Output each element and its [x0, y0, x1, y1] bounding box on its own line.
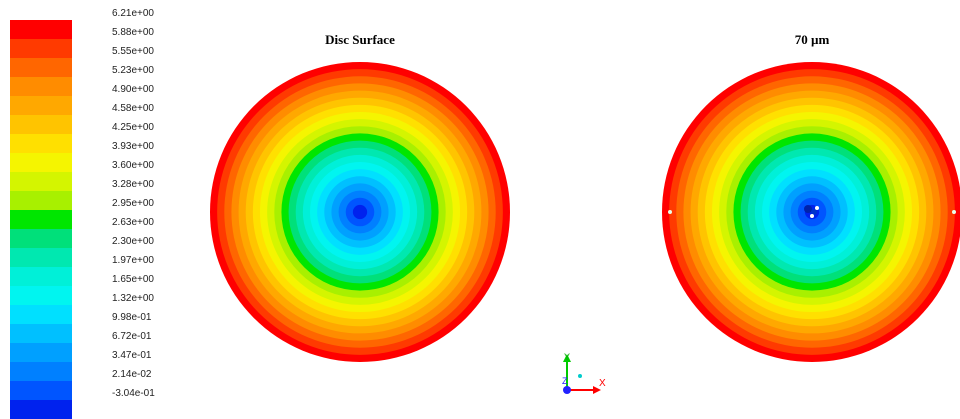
legend-tick-label: 4.25e+00 [112, 122, 154, 133]
legend-tick-label: 2.14e-02 [112, 369, 152, 380]
70um-title: 70 µm [794, 32, 830, 47]
legend-swatch [10, 229, 72, 248]
legend-swatch [10, 267, 72, 286]
legend-tick-label: 6.72e-01 [112, 331, 152, 342]
legend-tick-label: 9.98e-01 [112, 312, 152, 323]
legend-tick-label: 4.90e+00 [112, 84, 154, 95]
legend-tick-label: 1.97e+00 [112, 255, 154, 266]
legend-swatch [10, 134, 72, 153]
disc-surface-title: Disc Surface [325, 32, 395, 47]
legend-tick-label: 1.65e+00 [112, 274, 154, 285]
marker-dot [815, 206, 819, 210]
marker-dot [811, 209, 817, 215]
legend-swatch [10, 362, 72, 381]
legend-swatch [10, 191, 72, 210]
legend-swatch [10, 305, 72, 324]
legend-tick-label: 3.60e+00 [112, 160, 154, 171]
legend-tick-label: 2.30e+00 [112, 236, 154, 247]
marker-dot [804, 205, 812, 213]
legend-swatch [10, 324, 72, 343]
marker-dot [668, 210, 672, 214]
legend-swatch [10, 39, 72, 58]
marker-dot [810, 214, 814, 218]
disc-surface-contour [210, 62, 510, 362]
legend-tick-label: 3.47e-01 [112, 350, 152, 361]
legend-swatch [10, 400, 72, 419]
legend-swatch [10, 58, 72, 77]
legend-swatch [10, 343, 72, 362]
z-axis-label: Z [562, 376, 568, 386]
legend-swatch [10, 96, 72, 115]
x-axis-label: X [599, 378, 606, 389]
legend-tick-label: 5.23e+00 [112, 65, 154, 76]
legend-swatch [10, 381, 72, 400]
legend-tick-label: 6.21e+00 [112, 8, 154, 19]
legend-swatch [10, 248, 72, 267]
contour-ring [352, 204, 368, 220]
legend-tick-label: 3.93e+00 [112, 141, 154, 152]
legend-swatch [10, 77, 72, 96]
axis-triad: Y Z X [562, 352, 606, 394]
color-legend: 6.21e+00 5.88e+00 5.55e+00 5.23e+00 4.90e+00… [10, 8, 155, 419]
legend-swatch [10, 20, 72, 39]
legend-swatch [10, 210, 72, 229]
x-axis-arrow [593, 386, 601, 394]
y-axis-label: Y [564, 352, 570, 362]
legend-swatch [10, 115, 72, 134]
marker-dot [952, 210, 956, 214]
legend-tick-label: -3.04e-01 [112, 388, 155, 399]
z-axis-dot [563, 386, 571, 394]
legend-tick-label: 5.88e+00 [112, 27, 154, 38]
marker-dot [578, 374, 582, 378]
legend-swatch [10, 172, 72, 191]
y-axis-arrow [563, 354, 571, 362]
legend-tick-label: 2.95e+00 [112, 198, 154, 209]
legend-swatch [10, 153, 72, 172]
legend-tick-label: 1.32e+00 [112, 293, 154, 304]
legend-tick-label: 2.63e+00 [112, 217, 154, 228]
legend-swatch [10, 286, 72, 305]
legend-tick-label: 5.55e+00 [112, 46, 154, 57]
legend-tick-label: 4.58e+00 [112, 103, 154, 114]
70um-contour [662, 62, 960, 362]
legend-tick-label: 3.28e+00 [112, 179, 154, 190]
